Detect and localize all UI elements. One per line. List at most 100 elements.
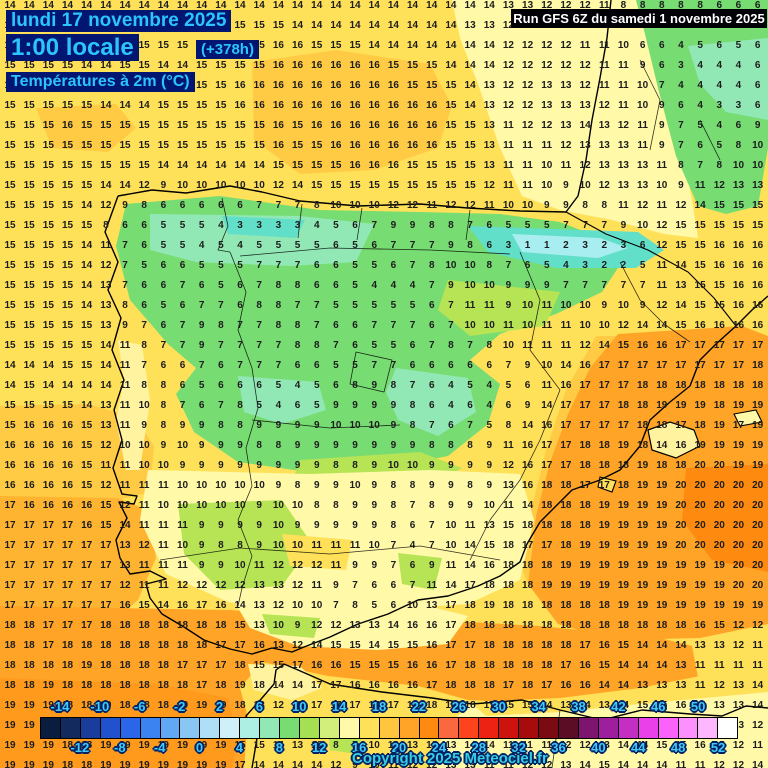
temp-value: 19 xyxy=(579,540,591,551)
temp-value: 12 xyxy=(291,560,304,571)
temp-value: 16 xyxy=(675,440,687,451)
temp-value: 15 xyxy=(234,740,246,751)
temp-value: 11 xyxy=(138,480,150,491)
temp-value: 15 xyxy=(675,220,687,231)
temp-value: 9 xyxy=(198,520,205,531)
temp-value: 18 xyxy=(464,620,476,631)
temp-value: 6 xyxy=(333,380,339,391)
temp-value: 18 xyxy=(522,520,534,531)
temp-value: 10 xyxy=(368,740,380,751)
temp-value: 13 xyxy=(541,80,553,91)
temp-value: 17 xyxy=(23,580,35,591)
temp-value: 14 xyxy=(464,560,476,571)
temp-value: 16 xyxy=(579,360,591,371)
temp-value: 6 xyxy=(198,280,205,291)
temp-value: 11 xyxy=(503,740,514,751)
temp-value: 10 xyxy=(656,180,668,191)
temp-value: 12 xyxy=(579,80,591,91)
temp-value: 18 xyxy=(598,460,610,471)
temp-value: 15 xyxy=(61,240,74,251)
temp-value: 16 xyxy=(61,460,74,471)
temp-value: 19 xyxy=(215,760,227,768)
temp-value: 9 xyxy=(448,460,454,471)
temp-value: 17 xyxy=(42,580,54,591)
temp-value: 7 xyxy=(390,360,397,371)
temp-value: 17 xyxy=(61,560,74,571)
temp-value: 10 xyxy=(617,300,629,311)
temp-value: 18 xyxy=(100,640,112,651)
temp-value: 10 xyxy=(138,460,150,471)
temp-value: 15 xyxy=(253,740,265,751)
temp-value: 15 xyxy=(234,60,246,71)
temp-value: 6 xyxy=(352,340,358,351)
temp-value: 17 xyxy=(732,420,745,431)
temp-value: 20 xyxy=(732,540,745,551)
temp-value: 16 xyxy=(522,440,534,451)
temp-value: 10 xyxy=(196,480,208,491)
temp-value: 8 xyxy=(448,220,454,231)
temp-value: 15 xyxy=(42,280,54,291)
temp-value: 10 xyxy=(407,460,419,471)
temp-value: 16 xyxy=(426,120,438,131)
temp-value: 16 xyxy=(368,100,380,111)
temp-value: 12 xyxy=(407,200,419,211)
temp-value: 6 xyxy=(409,520,416,531)
temp-value: 10 xyxy=(464,260,476,271)
temp-value: 12 xyxy=(617,120,629,131)
temp-value: 18 xyxy=(81,680,93,691)
temp-value: 18 xyxy=(119,680,131,691)
temp-value: 15 xyxy=(291,120,304,131)
temp-value: 10 xyxy=(291,540,304,551)
temp-value: 15 xyxy=(234,120,246,131)
temp-value: 10 xyxy=(272,500,284,511)
temp-value: 9 xyxy=(294,460,301,471)
temp-value: 7 xyxy=(352,740,358,751)
temp-value: 16 xyxy=(253,100,265,111)
temp-value: 18 xyxy=(579,520,591,531)
temp-value: 16 xyxy=(330,60,342,71)
temp-value: 11 xyxy=(119,480,131,491)
temp-value: 14 xyxy=(291,680,304,691)
temp-value: 7 xyxy=(179,400,186,411)
temp-value: 15 xyxy=(330,640,342,651)
temp-value: 15 xyxy=(61,320,74,331)
temp-value: 18 xyxy=(560,520,572,531)
temp-value: 14 xyxy=(253,160,265,171)
temp-value: 13 xyxy=(100,300,112,311)
temp-value: 3 xyxy=(582,240,588,251)
temp-value: 5 xyxy=(639,260,646,271)
temp-value: 19 xyxy=(732,440,745,451)
temp-value: 5 xyxy=(697,120,703,131)
temp-value: 17 xyxy=(100,560,112,571)
temp-value: 15 xyxy=(100,140,112,151)
temp-value: 15 xyxy=(445,180,457,191)
temp-value: 11 xyxy=(503,180,514,191)
temp-value: 17 xyxy=(617,360,629,371)
temp-value: 16 xyxy=(272,120,284,131)
temp-value: 14 xyxy=(119,180,131,191)
temp-value: 15 xyxy=(732,220,745,231)
temp-value: 15 xyxy=(4,180,16,191)
temp-value: 11 xyxy=(713,660,725,671)
temp-value: 14 xyxy=(215,0,227,11)
temp-value: 18 xyxy=(656,420,668,431)
temp-value: 17 xyxy=(541,440,553,451)
temp-value: 6 xyxy=(658,60,665,71)
temp-value: 19 xyxy=(138,760,150,768)
temp-value: 18 xyxy=(541,640,553,651)
temp-value: 15 xyxy=(311,140,323,151)
temp-value: 15 xyxy=(42,300,54,311)
temp-value: 9 xyxy=(218,460,224,471)
temp-value: 12 xyxy=(272,600,284,611)
temp-value: 16 xyxy=(426,620,438,631)
temp-value: 15 xyxy=(253,140,265,151)
temp-value: 10 xyxy=(157,500,169,511)
temp-value: 15 xyxy=(42,320,54,331)
scale-segment xyxy=(220,718,241,738)
temp-value: 20 xyxy=(694,480,706,491)
temp-value: 17 xyxy=(598,360,610,371)
temp-value: 14 xyxy=(23,360,35,371)
temp-value: 9 xyxy=(313,440,320,451)
temp-value: 18 xyxy=(560,480,572,491)
temp-value: 7 xyxy=(313,300,320,311)
